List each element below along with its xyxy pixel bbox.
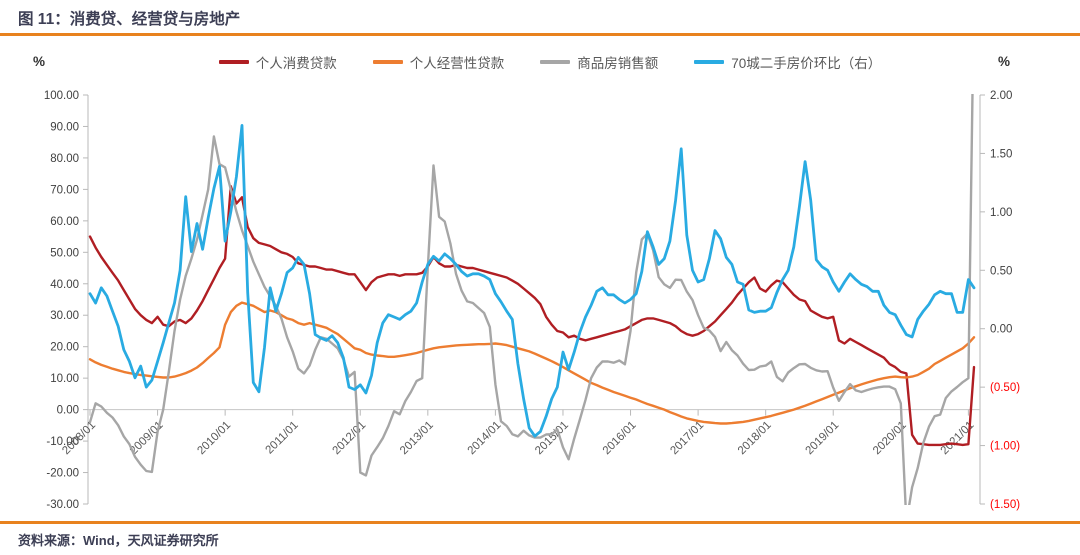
legend-swatch-personal-consumer-loan	[218, 60, 249, 64]
svg-text:(0.50): (0.50)	[990, 382, 1020, 394]
x-axis-labels: 2008/01 2009/01 2010/01 2011/01 2012/01 2013/…	[60, 409, 976, 457]
legend-swatch-personal-business-loan	[372, 60, 403, 64]
svg-text:50.00: 50.00	[50, 247, 79, 259]
right-axis-labels: 2.00 1.50 1.00 0.50 0.00 (0.50) (1.00) (1.50)	[980, 90, 1020, 511]
axes	[87, 95, 981, 504]
legend-item-commodity-housing-sales: 商品房销售额	[540, 52, 658, 72]
svg-text:-30.00: -30.00	[46, 499, 79, 511]
svg-text:0.50: 0.50	[990, 265, 1012, 277]
legend-label-personal-consumer-loan: 个人消费贷款	[255, 56, 337, 71]
svg-text:0.00: 0.00	[990, 324, 1012, 336]
left-axis-labels: 100.00 90.00 80.00 70.00 60.00 50.00 40.00 30.0…	[44, 90, 88, 511]
svg-text:80.00: 80.00	[50, 153, 79, 165]
svg-text:60.00: 60.00	[50, 216, 79, 228]
svg-text:2014/01: 2014/01	[466, 419, 504, 457]
svg-text:2011/01: 2011/01	[264, 419, 301, 456]
svg-text:100.00: 100.00	[44, 90, 79, 102]
chart-legend: 个人消费贷款 个人经营性贷款 商品房销售额 70城二手房价环比（右）	[150, 52, 950, 72]
source-note: 资料来源：Wind，天风证券研究所	[18, 533, 219, 548]
svg-text:30.00: 30.00	[50, 310, 79, 322]
svg-text:0.00: 0.00	[57, 405, 79, 417]
series-line-70-city-second-hand-price-mom	[88, 124, 976, 438]
svg-text:20.00: 20.00	[50, 342, 79, 354]
left-axis-unit-label: %	[33, 54, 46, 69]
svg-text:2019/01: 2019/01	[803, 419, 841, 457]
svg-text:1.00: 1.00	[990, 207, 1012, 219]
svg-text:2012/01: 2012/01	[331, 419, 369, 457]
svg-text:10.00: 10.00	[50, 373, 79, 385]
bottom-accent-rule	[0, 521, 1080, 524]
legend-label-commodity-housing-sales: 商品房销售额	[577, 56, 659, 71]
legend-label-70-city-second-hand-price-mom: 70城二手房价环比（右）	[731, 56, 882, 71]
svg-text:2018/01: 2018/01	[736, 419, 774, 457]
right-axis-unit-label: %	[998, 54, 1011, 69]
svg-text:2017/01: 2017/01	[668, 419, 706, 457]
series-line-commodity-housing-sales	[88, 94, 974, 505]
svg-text:2010/01: 2010/01	[195, 419, 233, 457]
svg-text:(1.50): (1.50)	[990, 499, 1020, 511]
legend-swatch-70-city-second-hand-price-mom	[694, 60, 725, 64]
svg-text:2.00: 2.00	[990, 90, 1012, 102]
svg-text:70.00: 70.00	[50, 184, 79, 196]
svg-text:40.00: 40.00	[50, 279, 79, 291]
svg-text:-10.00: -10.00	[46, 436, 79, 448]
legend-item-personal-business-loan: 个人经营性贷款	[372, 52, 505, 72]
figure-title: 图 11：消费贷、经营贷与房地产	[18, 11, 241, 28]
legend-item-70-city-second-hand-price-mom: 70城二手房价环比（右）	[694, 52, 881, 72]
svg-text:1.50: 1.50	[990, 148, 1012, 160]
svg-text:(1.00): (1.00)	[990, 441, 1020, 453]
legend-swatch-commodity-housing-sales	[540, 60, 571, 64]
series-line-personal-business-loan	[88, 301, 976, 425]
legend-item-personal-consumer-loan: 个人消费贷款	[218, 52, 337, 72]
svg-text:-20.00: -20.00	[46, 468, 79, 480]
svg-text:90.00: 90.00	[50, 121, 79, 133]
top-accent-rule	[0, 33, 1080, 36]
series-line-personal-consumer-loan	[88, 184, 976, 447]
svg-text:2016/01: 2016/01	[601, 419, 639, 457]
svg-text:2013/01: 2013/01	[398, 419, 436, 457]
legend-label-personal-business-loan: 个人经营性贷款	[409, 56, 505, 71]
